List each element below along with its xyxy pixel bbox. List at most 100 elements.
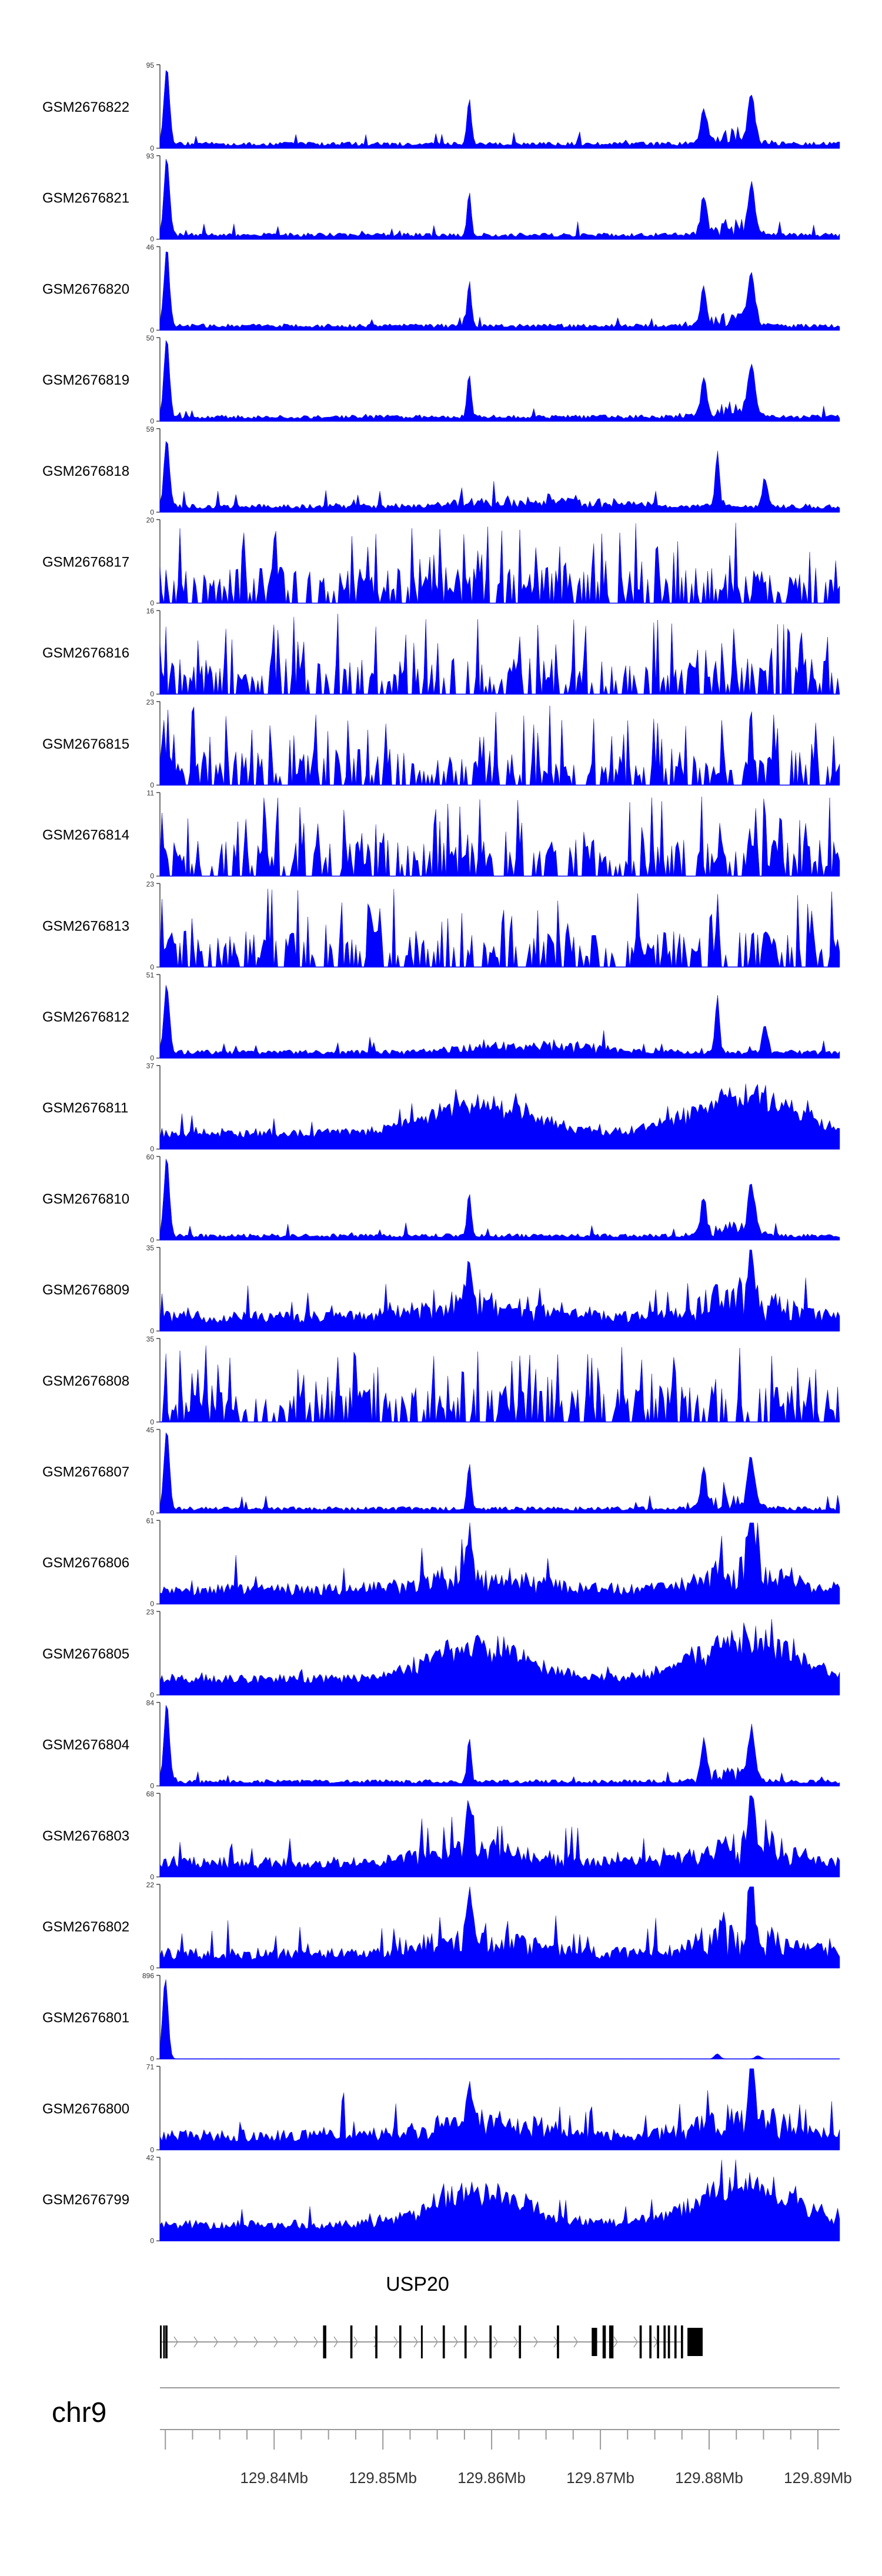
track-GSM2676809: GSM2676809 35 0 bbox=[42, 1244, 840, 1335]
coverage-area bbox=[159, 251, 840, 331]
strand-arrow bbox=[173, 2336, 178, 2348]
strand-arrow bbox=[633, 2336, 638, 2348]
y-min-label: 0 bbox=[150, 872, 154, 880]
track-label: GSM2676806 bbox=[42, 1555, 129, 1571]
coverage-area bbox=[159, 441, 840, 513]
strand-arrow bbox=[613, 2336, 618, 2348]
y-max-label: 20 bbox=[146, 516, 155, 525]
y-min-label: 0 bbox=[150, 1327, 154, 1335]
strand-arrow bbox=[353, 2336, 358, 2348]
y-max-label: 42 bbox=[146, 2154, 155, 2162]
track-label: GSM2676803 bbox=[42, 1828, 129, 1844]
exon bbox=[674, 2325, 677, 2358]
track-label: GSM2676816 bbox=[42, 645, 129, 661]
track-GSM2676804: GSM2676804 84 0 bbox=[42, 1699, 840, 1790]
strand-arrow bbox=[333, 2336, 338, 2348]
track-GSM2676812: GSM2676812 51 0 bbox=[42, 971, 840, 1062]
strand-arrow bbox=[393, 2336, 398, 2348]
track-GSM2676817: GSM2676817 20 0 bbox=[42, 516, 840, 608]
coverage-area bbox=[159, 339, 840, 422]
track-label: GSM2676808 bbox=[42, 1373, 129, 1389]
exon bbox=[663, 2325, 666, 2358]
y-min-label: 0 bbox=[150, 1873, 154, 1881]
track-label: GSM2676809 bbox=[42, 1282, 129, 1298]
genome-axis-track: chr9 129.84Mb 129.85Mb 129.86Mb 129.87Mb 129… bbox=[52, 2387, 852, 2487]
y-max-label: 45 bbox=[146, 1426, 155, 1434]
y-min-label: 0 bbox=[150, 1964, 154, 1972]
track-label: GSM2676821 bbox=[42, 191, 129, 206]
track-label: GSM2676801 bbox=[42, 2010, 129, 2026]
track-GSM2676821: GSM2676821 93 0 bbox=[42, 152, 840, 243]
coverage-area bbox=[159, 1705, 840, 1786]
track-GSM2676816: GSM2676816 16 0 bbox=[42, 607, 840, 698]
track-label: GSM2676815 bbox=[42, 736, 129, 752]
y-max-label: 11 bbox=[147, 789, 155, 798]
track-label: GSM2676810 bbox=[42, 1191, 129, 1207]
exon bbox=[667, 2325, 670, 2358]
y-min-label: 0 bbox=[150, 326, 154, 334]
exon bbox=[163, 2325, 165, 2358]
coverage-area bbox=[159, 705, 840, 786]
genome-axis-ticks: 129.84Mb 129.85Mb 129.86Mb 129.87Mb 129.88Mb… bbox=[165, 2430, 852, 2487]
exon bbox=[557, 2325, 559, 2358]
strand-arrow bbox=[193, 2336, 198, 2348]
track-GSM2676810: GSM2676810 60 0 bbox=[42, 1153, 840, 1244]
coverage-area bbox=[159, 2068, 840, 2150]
coverage-area bbox=[159, 159, 840, 239]
strand-arrow bbox=[373, 2336, 378, 2348]
exon bbox=[350, 2325, 353, 2358]
track-GSM2676813: GSM2676813 23 0 bbox=[42, 880, 840, 971]
y-max-label: 37 bbox=[146, 1062, 155, 1070]
y-min-label: 0 bbox=[150, 1145, 154, 1153]
axis-tick-label: 129.88Mb bbox=[675, 2469, 743, 2487]
exon bbox=[420, 2325, 423, 2358]
strand-arrow bbox=[293, 2336, 298, 2348]
track-GSM2676820: GSM2676820 46 0 bbox=[42, 243, 840, 334]
coverage-area bbox=[159, 69, 840, 149]
exon bbox=[442, 2325, 445, 2358]
y-min-label: 0 bbox=[150, 1236, 154, 1244]
track-label: GSM2676804 bbox=[42, 1737, 129, 1753]
track-label: GSM2676814 bbox=[42, 827, 129, 843]
coverage-area bbox=[159, 1886, 840, 1968]
y-max-label: 95 bbox=[146, 61, 155, 69]
track-label: GSM2676799 bbox=[42, 2192, 129, 2208]
track-GSM2676799: GSM2676799 42 0 bbox=[42, 2154, 840, 2245]
axis-tick-label: 129.86Mb bbox=[457, 2469, 526, 2487]
track-label: GSM2676817 bbox=[42, 555, 129, 570]
track-GSM2676807: GSM2676807 45 0 bbox=[42, 1426, 840, 1517]
coverage-area bbox=[159, 2160, 840, 2241]
y-min-label: 0 bbox=[150, 599, 154, 608]
y-max-label: 35 bbox=[146, 1335, 155, 1343]
y-max-label: 93 bbox=[146, 152, 155, 161]
coverage-area bbox=[159, 1522, 840, 1604]
y-min-label: 0 bbox=[150, 1600, 154, 1608]
y-max-label: 84 bbox=[146, 1699, 155, 1707]
y-min-label: 0 bbox=[150, 2055, 154, 2063]
track-GSM2676806: GSM2676806 61 0 bbox=[42, 1517, 840, 1608]
exon bbox=[657, 2325, 659, 2358]
strand-arrow bbox=[473, 2336, 478, 2348]
gene-annotation-track: USP20 bbox=[160, 2273, 703, 2358]
track-label: GSM2676819 bbox=[42, 372, 129, 388]
exon bbox=[687, 2328, 703, 2356]
track-GSM2676801: GSM2676801 896 0 bbox=[42, 1972, 840, 2063]
strand-arrow bbox=[513, 2336, 518, 2348]
exon bbox=[602, 2325, 606, 2358]
coverage-area bbox=[159, 889, 840, 967]
track-label: GSM2676818 bbox=[42, 463, 129, 479]
y-max-label: 896 bbox=[142, 1972, 154, 1980]
coverage-area bbox=[159, 1249, 840, 1332]
y-min-label: 0 bbox=[150, 1782, 154, 1790]
track-label: GSM2676820 bbox=[42, 281, 129, 297]
y-min-label: 0 bbox=[150, 235, 154, 243]
track-GSM2676803: GSM2676803 68 0 bbox=[42, 1790, 840, 1881]
track-GSM2676800: GSM2676800 71 0 bbox=[42, 2063, 840, 2154]
y-min-label: 0 bbox=[150, 1691, 154, 1699]
track-label: GSM2676822 bbox=[42, 99, 129, 115]
y-max-label: 68 bbox=[146, 1790, 155, 1798]
exon bbox=[609, 2325, 614, 2358]
exon bbox=[464, 2325, 467, 2358]
track-GSM2676811: GSM2676811 37 0 bbox=[42, 1062, 840, 1153]
gene-model-usp20 bbox=[160, 2325, 703, 2358]
